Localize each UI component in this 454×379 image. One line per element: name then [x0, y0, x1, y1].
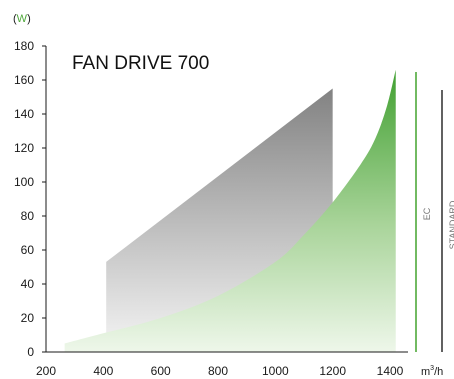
y-ticks: 0 20 40 60 80 100 120 140 160 180 [14, 39, 46, 359]
series-layer [64, 69, 396, 353]
x-tick-label: 200 [36, 364, 56, 378]
x-axis-unit-tail: /h [434, 366, 443, 378]
x-axis-unit-label: m3/h [421, 365, 443, 378]
y-tick-label: 160 [14, 73, 34, 87]
y-tick-label: 140 [14, 107, 34, 121]
x-tick-label: 800 [208, 364, 228, 378]
chart-title: FAN DRIVE 700 [72, 53, 209, 74]
y-tick-label: 20 [21, 311, 35, 325]
y-tick-label: 0 [27, 345, 34, 359]
y-tick-label: 40 [21, 277, 35, 291]
x-tick-label: 600 [151, 364, 171, 378]
x-tick-label: 1000 [262, 364, 289, 378]
series-area-ec [64, 69, 396, 353]
x-tick-label: 400 [93, 364, 113, 378]
x-axis-unit-superscript: 3 [430, 365, 434, 372]
y-tick-label: 100 [14, 175, 34, 189]
x-tick-label: 1400 [377, 364, 404, 378]
y-tick-label: 120 [14, 141, 34, 155]
y-tick-label: 180 [14, 39, 34, 53]
y-axis-unit-label: (W) [13, 13, 31, 25]
y-tick-label: 80 [21, 209, 35, 223]
y-tick-label: 60 [21, 243, 35, 257]
x-ticks: 200 400 600 800 1000 1200 1400 [36, 364, 404, 378]
y-axis-unit-letter: W [17, 13, 28, 25]
x-tick-label: 1200 [319, 364, 346, 378]
legend-label-ec: EC [422, 207, 432, 220]
legend-label-standard: STANDARD [448, 200, 454, 249]
legend: EC STANDARD [415, 72, 454, 352]
